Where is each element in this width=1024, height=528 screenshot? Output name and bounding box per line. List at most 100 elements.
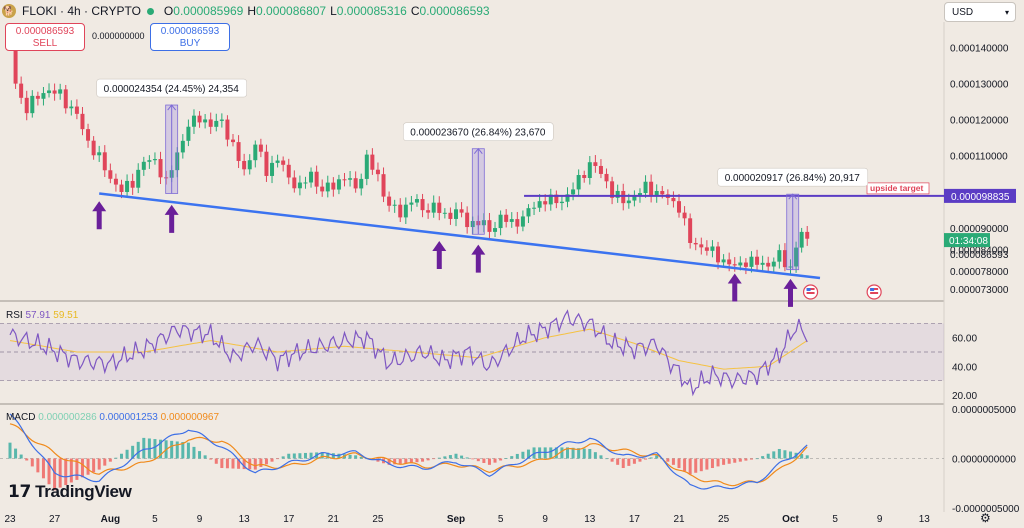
macd-histogram-bar [298,453,302,459]
candle [214,120,219,127]
spread-value: 0.000000000 [92,31,145,41]
macd-histogram-bar [448,455,452,459]
currency-value: USD [952,7,974,18]
macd-histogram-bar [699,458,703,472]
candle [671,197,676,202]
measure-label-text: 0.000024354 (24.45%) 24,354 [104,84,240,95]
rsi-legend[interactable]: RSI 57.91 59.51 [6,310,78,321]
macd-axis-label: -0.0000005000 [952,504,1020,515]
macd-name: MACD [6,412,36,423]
candle [409,202,414,205]
time-axis-label: 21 [328,514,340,525]
candle [336,179,341,190]
candle [348,178,353,180]
time-axis-label: 25 [718,514,730,525]
macd-histogram-bar [460,455,464,459]
macd-histogram-bar [426,458,430,461]
macd-histogram-bar [326,452,330,459]
macd-histogram-bar [25,458,29,461]
macd-histogram-bar [605,458,609,460]
candle [147,160,152,162]
symbol-title[interactable]: FLOKI · 4h · CRYPTO [22,4,141,18]
candle [448,212,453,219]
macd-histogram-bar [432,458,436,460]
macd-histogram-bar [593,452,597,459]
candle [487,220,492,232]
candle [314,171,319,187]
candle [727,259,732,265]
macd-histogram-bar [632,458,636,464]
candle [755,256,760,265]
macd-histogram-bar [409,458,413,463]
rsi-axis-label: 60.00 [952,334,977,345]
macd-histogram-bar [181,442,185,459]
sell-button[interactable]: 0.000086593 SELL [5,23,85,51]
macd-histogram-bar [404,458,408,464]
candle [554,194,559,204]
macd-histogram-bar [677,458,681,469]
up-arrow-marker [432,241,447,270]
macd-histogram-bar [560,447,564,459]
macd-histogram-bar [237,458,241,469]
symbol-header: 🐕 FLOKI · 4h · CRYPTO O 0.000085969 H 0.00… [2,2,490,20]
candle [403,204,408,218]
macd-histogram-bar [108,458,112,462]
macd-histogram-bar [688,458,692,475]
candle [292,177,297,189]
macd-histogram-bar [186,442,190,459]
candle [677,201,681,213]
macd-histogram-bar [789,451,792,459]
macd-histogram-bar [86,458,90,475]
time-axis-label: 23 [4,514,16,525]
candle [537,201,542,208]
currency-select[interactable]: USD ▾ [944,2,1016,22]
macd-histogram-bar [120,453,123,459]
candle [58,89,63,94]
time-axis-label: 17 [283,514,295,525]
macd-histogram-bar [538,447,542,459]
macd-axis-label: 0.0000005000 [952,405,1016,416]
candle [342,179,347,181]
settings-gear-icon[interactable]: ⚙ [980,511,991,525]
up-arrow-marker [727,273,742,302]
time-axis-label: 25 [372,514,384,525]
last-price-value: 0.000086593 [950,250,1009,261]
candle [637,193,642,196]
macd-histogram-bar [320,452,324,459]
time-axis-label: 5 [832,514,838,525]
macd-histogram-bar [627,458,631,466]
macd-histogram-bar [694,458,698,473]
us-event-flag-canton [870,288,875,291]
macd-histogram-bar [749,458,753,460]
target-price-badge [944,188,1016,203]
macd-histogram-bar [53,458,57,491]
measure-arrow-head [167,104,177,111]
macd-histogram-bar [231,458,235,469]
tradingview-logo[interactable]: 𝟭𝟳 TradingView [8,482,132,502]
candle [615,190,620,198]
signal-value: 0.000000967 [160,412,220,423]
candle [498,214,503,229]
candle [593,162,598,166]
price-axis-label: 0.000078000 [950,267,1009,278]
time-axis-label: 13 [584,514,596,525]
candle [805,231,810,239]
candle [370,154,375,170]
macd-histogram-bar [766,453,770,459]
candle [710,246,715,251]
close-label: C [410,4,420,18]
macd-value: 0.000001253 [99,412,158,423]
candle [621,190,626,204]
candle [331,182,336,190]
buy-button[interactable]: 0.000086593 BUY [150,23,230,51]
candle [732,264,737,266]
tradingview-wordmark: TradingView [35,482,132,501]
up-arrow-marker [783,278,798,307]
candle [771,261,776,267]
candle [359,178,364,189]
candle [247,160,252,170]
macd-histogram-bar [566,447,569,459]
macd-legend[interactable]: MACD 0.000000286 0.000001253 0.000000967 [6,412,219,423]
candle [191,115,196,127]
